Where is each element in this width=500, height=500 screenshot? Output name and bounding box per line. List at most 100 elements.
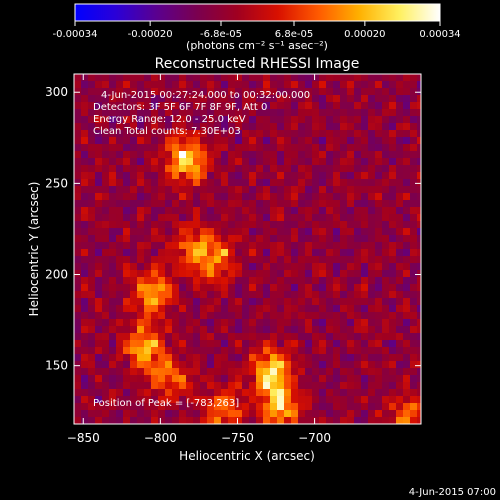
heatmap-cell xyxy=(263,256,270,263)
heatmap-cell xyxy=(137,284,144,291)
heatmap-cell xyxy=(382,214,389,221)
heatmap-cell xyxy=(137,263,144,270)
heatmap-cell xyxy=(81,88,88,95)
heatmap-cell xyxy=(123,305,130,312)
heatmap-cell xyxy=(291,221,298,228)
heatmap-cell xyxy=(242,200,249,207)
heatmap-cell xyxy=(179,396,186,403)
heatmap-cell xyxy=(403,88,410,95)
heatmap-cell xyxy=(179,193,186,200)
heatmap-cell xyxy=(242,109,249,116)
heatmap-cell xyxy=(158,354,165,361)
heatmap-cell xyxy=(179,354,186,361)
heatmap-cell xyxy=(200,151,207,158)
heatmap-cell xyxy=(256,340,263,347)
heatmap-cell xyxy=(284,319,291,326)
heatmap-cell xyxy=(298,375,305,382)
heatmap-cell xyxy=(249,270,256,277)
heatmap-cell xyxy=(375,319,382,326)
heatmap-cell xyxy=(319,95,326,102)
heatmap-cell xyxy=(74,410,81,417)
heatmap-cell xyxy=(312,270,319,277)
heatmap-cell xyxy=(333,214,340,221)
heatmap-cell xyxy=(417,249,421,256)
heatmap-cell xyxy=(340,214,347,221)
heatmap-cell xyxy=(207,228,214,235)
heatmap-cell xyxy=(144,109,151,116)
heatmap-cell xyxy=(102,382,109,389)
heatmap-cell xyxy=(235,284,242,291)
heatmap-cell xyxy=(221,361,228,368)
heatmap-cell xyxy=(368,347,375,354)
heatmap-cell xyxy=(284,179,291,186)
heatmap-cell xyxy=(221,354,228,361)
heatmap-cell xyxy=(165,382,172,389)
heatmap-cell xyxy=(221,326,228,333)
y-axis-label: Heliocentric Y (arcsec) xyxy=(27,182,41,317)
x-axis-label: Heliocentric X (arcsec) xyxy=(179,449,315,463)
heatmap-cell xyxy=(158,389,165,396)
heatmap-cell xyxy=(417,403,421,410)
heatmap-cell xyxy=(403,347,410,354)
heatmap-cell xyxy=(347,137,354,144)
heatmap-cell xyxy=(144,382,151,389)
heatmap-cell xyxy=(410,235,417,242)
heatmap-cell xyxy=(200,347,207,354)
heatmap-cell xyxy=(389,333,396,340)
heatmap-cell xyxy=(242,340,249,347)
heatmap-cell xyxy=(410,312,417,319)
heatmap-cell xyxy=(193,319,200,326)
heatmap-cell xyxy=(95,221,102,228)
heatmap-cell xyxy=(326,305,333,312)
heatmap-cell xyxy=(263,116,270,123)
heatmap-cell xyxy=(193,109,200,116)
heatmap-cell xyxy=(137,102,144,109)
observation-annotations: 4-Jun-2015 00:27:24.000 to 00:32:00.000D… xyxy=(93,90,310,137)
heatmap-cell xyxy=(361,312,368,319)
heatmap-cell xyxy=(228,403,235,410)
heatmap-cell xyxy=(403,81,410,88)
heatmap-cell xyxy=(277,102,284,109)
heatmap-cell xyxy=(151,389,158,396)
heatmap-cell xyxy=(116,277,123,284)
heatmap-cell xyxy=(396,319,403,326)
heatmap-cell xyxy=(137,235,144,242)
heatmap-cell xyxy=(319,319,326,326)
heatmap-cell xyxy=(193,200,200,207)
heatmap-cell xyxy=(151,340,158,347)
heatmap-cell xyxy=(102,158,109,165)
heatmap-cell xyxy=(116,116,123,123)
heatmap-cell xyxy=(235,242,242,249)
heatmap-cell xyxy=(382,165,389,172)
heatmap-cell xyxy=(214,207,221,214)
heatmap-cell xyxy=(340,333,347,340)
heatmap-cell xyxy=(235,172,242,179)
heatmap-cell xyxy=(347,249,354,256)
heatmap-cell xyxy=(158,137,165,144)
heatmap-cell xyxy=(368,228,375,235)
heatmap-cell xyxy=(284,389,291,396)
heatmap-cell xyxy=(319,312,326,319)
heatmap-cell xyxy=(347,396,354,403)
heatmap-cell xyxy=(214,347,221,354)
heatmap-cell xyxy=(228,95,235,102)
heatmap-cell xyxy=(368,221,375,228)
heatmap-cell xyxy=(298,214,305,221)
heatmap-cell xyxy=(235,144,242,151)
heatmap-cell xyxy=(340,207,347,214)
heatmap-cell xyxy=(193,102,200,109)
heatmap-cell xyxy=(193,396,200,403)
heatmap-cell xyxy=(305,228,312,235)
heatmap-cell xyxy=(172,81,179,88)
heatmap-cell xyxy=(158,396,165,403)
heatmap-cell xyxy=(298,298,305,305)
heatmap-cell xyxy=(207,375,214,382)
heatmap-cell xyxy=(368,368,375,375)
heatmap-cell xyxy=(375,396,382,403)
heatmap-cell xyxy=(291,291,298,298)
heatmap-cell xyxy=(144,389,151,396)
heatmap-cell xyxy=(137,221,144,228)
heatmap-cell xyxy=(116,312,123,319)
heatmap-cell xyxy=(130,382,137,389)
colorbar-units-label: (photons cm⁻² s⁻¹ asec⁻²) xyxy=(186,39,328,52)
